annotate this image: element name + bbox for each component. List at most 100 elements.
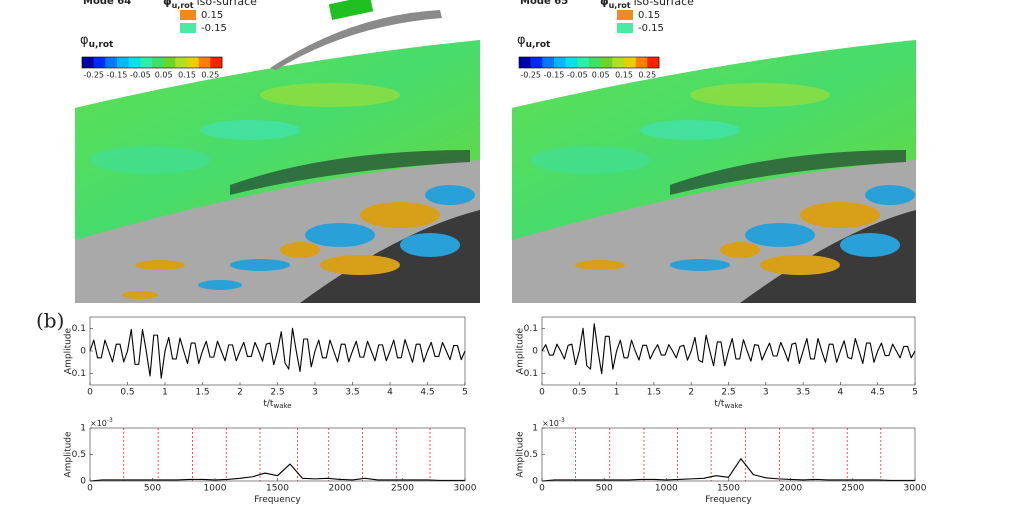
y-axis-label: Amplitude [64,327,74,374]
colorbar-cell [93,57,106,68]
x-tick-label: 0.5 [120,388,134,398]
x-label-sub: wake [724,402,742,410]
x-tick-label: 5 [912,388,918,398]
colorbar-cell [624,57,636,68]
colorbar-title: φu,rot [80,33,114,50]
iso-title: φu,rot iso-surface [600,0,694,10]
x-axis-label: t/twake [263,399,291,411]
multiplier-exp: -3 [559,417,565,424]
y-tick-label: -0.1 [68,369,86,379]
x-tick-label: 4.5 [420,388,434,398]
y-tick-label: 0 [532,477,538,487]
colorbar-cell [198,57,211,68]
x-label-sub: wake [273,402,291,410]
phi-sub: u,rot [89,40,114,50]
colorbar-cell [117,57,129,68]
iso-word: iso-surface [197,0,258,8]
x-tick-label: 1500 [266,484,289,494]
x-tick-label: 4.5 [871,388,885,398]
y-axis-label: Amplitude [64,431,74,478]
colorbar-cell [589,57,601,68]
x-label-main: t/t [263,399,274,409]
y-tick-label: 0.1 [524,324,538,334]
iso-value: 0.15 [201,10,223,21]
plot-area [90,428,465,481]
y-axis-label: Amplitude [516,431,526,478]
iso-swatch [180,10,196,20]
colorbar-tick: 0.15 [615,71,633,80]
colorbar-tick: -0.15 [107,71,128,80]
y-tick-label: 1 [80,424,86,434]
x-tick-label: 2.5 [270,388,284,398]
x-tick-label: 2000 [329,484,352,494]
x-tick-label: 2 [688,388,694,398]
colorbar-tick: -0.05 [130,71,151,80]
x-tick-label: 2000 [779,484,802,494]
phi: φ [600,0,609,8]
x-tick-label: 0 [539,484,545,494]
y-tick-label: 0 [80,477,86,487]
y-multiplier: ×10-3 [542,417,565,428]
x-tick-label: 0 [87,388,93,398]
iso-word: iso-surface [634,0,695,8]
plot-area [542,428,915,481]
x-tick-label: 3 [312,388,318,398]
x-tick-label: 3.5 [345,388,359,398]
colorbar-cell [140,57,153,68]
colorbar-cell [187,57,199,68]
colorbar-cell [519,57,531,68]
y-tick-label: 0 [532,347,538,357]
x-tick-label: 3 [763,388,769,398]
x-tick-label: 3.5 [796,388,810,398]
colorbar-frame [518,56,660,69]
x-tick-label: 1000 [655,484,678,494]
x-tick-label: 3000 [904,484,927,494]
colorbar-tick: -0.25 [520,71,541,80]
flow-render-right [512,40,916,303]
iso-value: -0.15 [201,23,227,34]
colorbar-cell [577,57,590,68]
colorbar-tick: -0.15 [544,71,565,80]
colorbar-cell [612,57,625,68]
x-tick-label: 2500 [841,484,864,494]
phi-sub: u,rot [172,1,194,10]
iso-swatch [617,10,633,20]
colorbar-tick: 0.05 [592,71,610,80]
x-axis-label: Frequency [254,495,301,505]
multiplier-exp: -3 [107,417,113,424]
colorbar-tick: -0.25 [83,71,104,80]
x-tick-label: 1500 [717,484,740,494]
iso-value: -0.15 [638,23,664,34]
colorbar-tick: 0.05 [155,71,173,80]
x-tick-label: 5 [462,388,468,398]
x-tick-label: 1.5 [647,388,661,398]
y-tick-label: 0.1 [72,324,86,334]
colorbar-cell [175,57,188,68]
x-tick-label: 1 [614,388,620,398]
y-tick-label: 1 [532,424,538,434]
iso-title: φu,rot iso-surface [163,0,257,10]
colorbar-tick: 0.25 [201,71,219,80]
colorbar-cell [128,57,141,68]
colorbar-cell [530,57,543,68]
y-tick-label: 0 [80,347,86,357]
colorbar-title: φu,rot [517,33,551,50]
iso-value: 0.15 [638,10,660,21]
y-axis-label: Amplitude [516,327,526,374]
y-multiplier: ×10-3 [90,417,113,428]
x-tick-label: 0 [539,388,545,398]
x-tick-label: 1 [162,388,168,398]
y-tick-label: 0.5 [524,450,538,460]
x-tick-label: 0 [87,484,93,494]
x-tick-label: 0.5 [572,388,586,398]
colorbar-cell [542,57,555,68]
phi: φ [80,33,89,48]
phi-sub: u,rot [526,40,551,50]
colorbar-cell [163,57,176,68]
x-tick-label: 3000 [454,484,477,494]
y-tick-label: -0.1 [520,369,538,379]
line [89,327,466,379]
y-tick-label: 0.5 [72,450,86,460]
colorbar-cell [554,57,566,68]
colorbar-tick: -0.05 [567,71,588,80]
